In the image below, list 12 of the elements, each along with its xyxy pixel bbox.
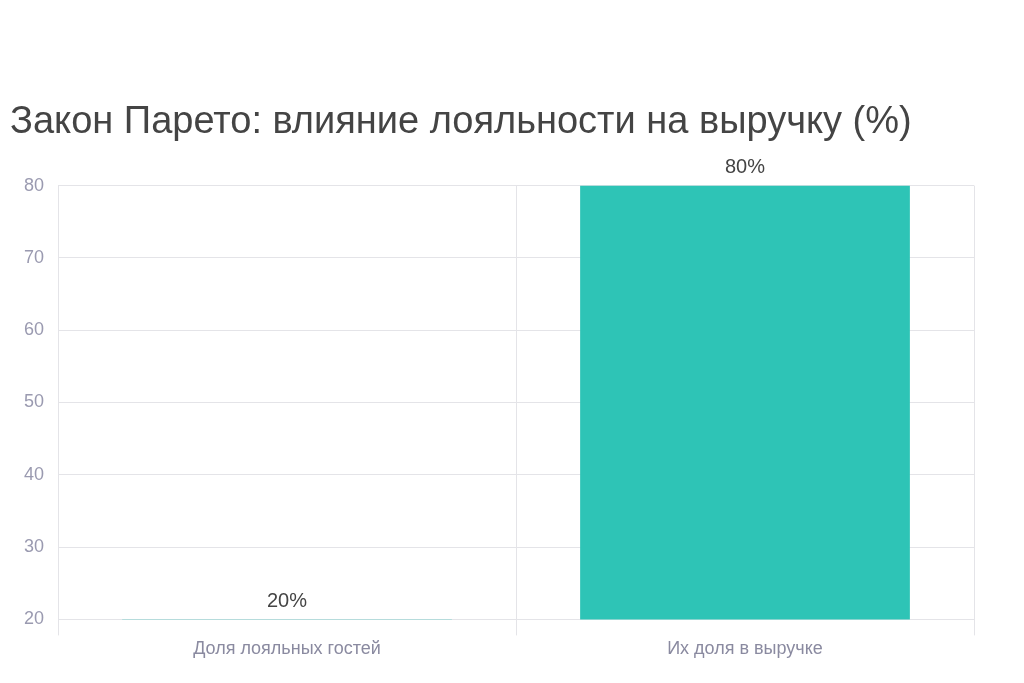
y-tick-label: 50 (23, 391, 45, 412)
y-tick-label: 80 (23, 174, 45, 195)
x-tick-label: Доля лояльных гостей (193, 638, 381, 659)
chart-title: Закон Парето: влияние лояльности на выручку (%) (10, 99, 912, 142)
data-label: 20% (267, 588, 308, 611)
y-tick-label: 60 (23, 319, 45, 340)
y-tick-label: 70 (23, 246, 45, 267)
x-tick-label: Их доля в выручке (667, 638, 823, 659)
y-tick-label: 40 (23, 463, 45, 484)
data-label: 80% (724, 155, 766, 178)
y-tick-label: 20 (23, 608, 45, 629)
y-tick-label: 30 (23, 536, 45, 557)
